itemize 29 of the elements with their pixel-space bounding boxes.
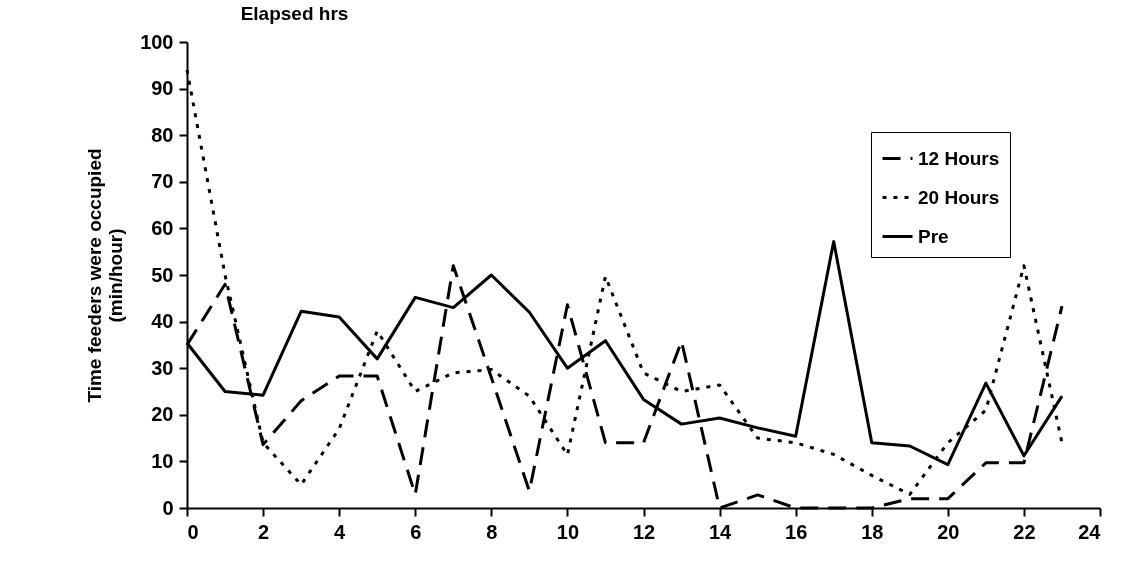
y-tick-label: 10	[151, 449, 174, 472]
chart-title: Elapsed hrs	[240, 3, 349, 24]
y-tick-label: 100	[140, 30, 174, 53]
legend-label: 12 Hours	[918, 147, 1000, 169]
x-tick-label: 24	[1078, 520, 1102, 543]
y-tick-label: 30	[151, 356, 174, 379]
legend-label: 20 Hours	[918, 186, 1000, 208]
y-tick-label: 80	[151, 123, 174, 146]
x-tick-label: 6	[410, 520, 422, 543]
y-tick-label: 0	[162, 496, 174, 519]
y-axis-title: Time feeders were occupied (min/hour)	[84, 148, 127, 403]
x-tick-label: 8	[486, 520, 498, 543]
y-tick-label: 40	[151, 310, 174, 333]
x-tick-label: 10	[556, 520, 580, 543]
x-tick-label: 4	[334, 520, 347, 543]
y-tick-label: 90	[151, 77, 174, 100]
x-tick-label: 18	[861, 520, 884, 543]
x-tick-label: 22	[1013, 520, 1036, 543]
x-tick-label: 2	[258, 520, 270, 543]
x-tick-label: 16	[785, 520, 808, 543]
x-tick-label: 12	[632, 520, 656, 543]
legend-label: Pre	[918, 225, 949, 247]
x-tick-label: 0	[187, 520, 199, 543]
x-tick-label: 20	[937, 520, 960, 543]
x-tick-label: 14	[708, 520, 733, 543]
y-tick-label: 20	[151, 403, 174, 426]
y-tick-label: 50	[151, 263, 174, 286]
y-tick-label: 70	[151, 170, 174, 193]
y-tick-label: 60	[151, 216, 174, 239]
